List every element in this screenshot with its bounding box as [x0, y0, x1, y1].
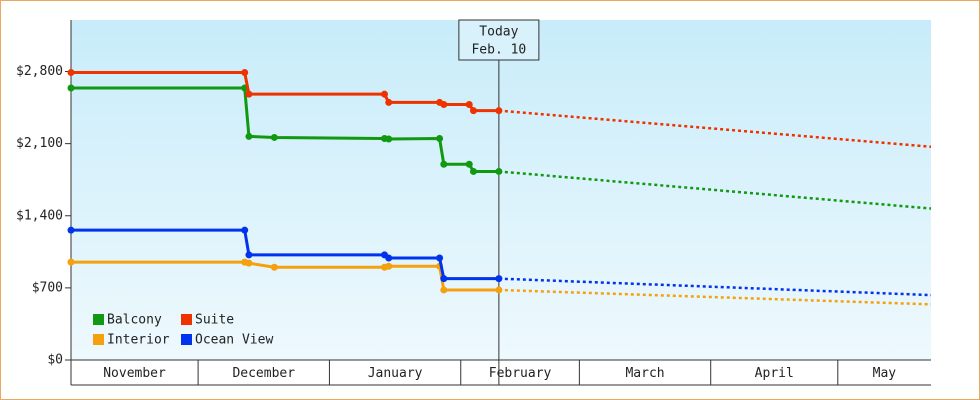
data-point [245, 251, 253, 259]
legend-swatch [93, 334, 104, 345]
data-point [469, 107, 477, 115]
data-point [440, 286, 448, 294]
x-month-label: January [368, 366, 423, 381]
legend-swatch [93, 314, 104, 325]
forecast-line [498, 170, 932, 210]
data-point [245, 132, 253, 140]
today-date: Feb. 10 [471, 43, 526, 58]
x-month-label: May [873, 366, 897, 381]
forecast-line [498, 288, 932, 306]
data-point [465, 160, 473, 168]
series-line [71, 71, 499, 113]
y-tick-label: $2,800 [16, 64, 63, 79]
forecast-line [498, 109, 932, 148]
data-point [495, 275, 503, 283]
today-label: Today [479, 25, 518, 40]
plot-area [71, 20, 931, 360]
legend-swatch [181, 314, 192, 325]
data-point [469, 167, 477, 175]
legend-label: Interior [107, 333, 170, 348]
x-month-label: December [232, 366, 295, 381]
data-point [67, 69, 75, 77]
legend-label: Balcony [107, 313, 162, 328]
data-point [67, 226, 75, 234]
data-point [67, 84, 75, 92]
data-point [495, 286, 503, 294]
data-point [241, 226, 249, 234]
data-point [241, 69, 249, 77]
forecast-line [498, 277, 932, 297]
data-point [245, 259, 253, 267]
data-point [495, 107, 503, 115]
data-point [465, 100, 473, 108]
data-point [385, 262, 393, 270]
x-month-label: April [755, 366, 794, 381]
legend-label: Suite [195, 313, 234, 328]
data-point [245, 90, 253, 98]
data-point [440, 160, 448, 168]
y-tick-label: $0 [47, 353, 63, 368]
y-tick-label: $2,100 [16, 136, 63, 151]
legend-swatch [181, 334, 192, 345]
data-point [436, 134, 444, 142]
data-point [440, 100, 448, 108]
data-point [385, 98, 393, 106]
y-tick-label: $700 [32, 280, 63, 295]
data-point [385, 135, 393, 143]
x-month-label: March [625, 366, 664, 381]
y-tick-label: $1,400 [16, 208, 63, 223]
data-point [440, 275, 448, 283]
data-point [270, 263, 278, 271]
data-point [67, 258, 75, 266]
legend-label: Ocean View [195, 333, 273, 348]
today-box [458, 19, 540, 61]
data-point [495, 167, 503, 175]
data-point [380, 90, 388, 98]
data-point [436, 254, 444, 262]
x-month-label: November [103, 366, 166, 381]
data-point [385, 254, 393, 262]
data-point [270, 133, 278, 141]
x-month-label: February [489, 366, 552, 381]
